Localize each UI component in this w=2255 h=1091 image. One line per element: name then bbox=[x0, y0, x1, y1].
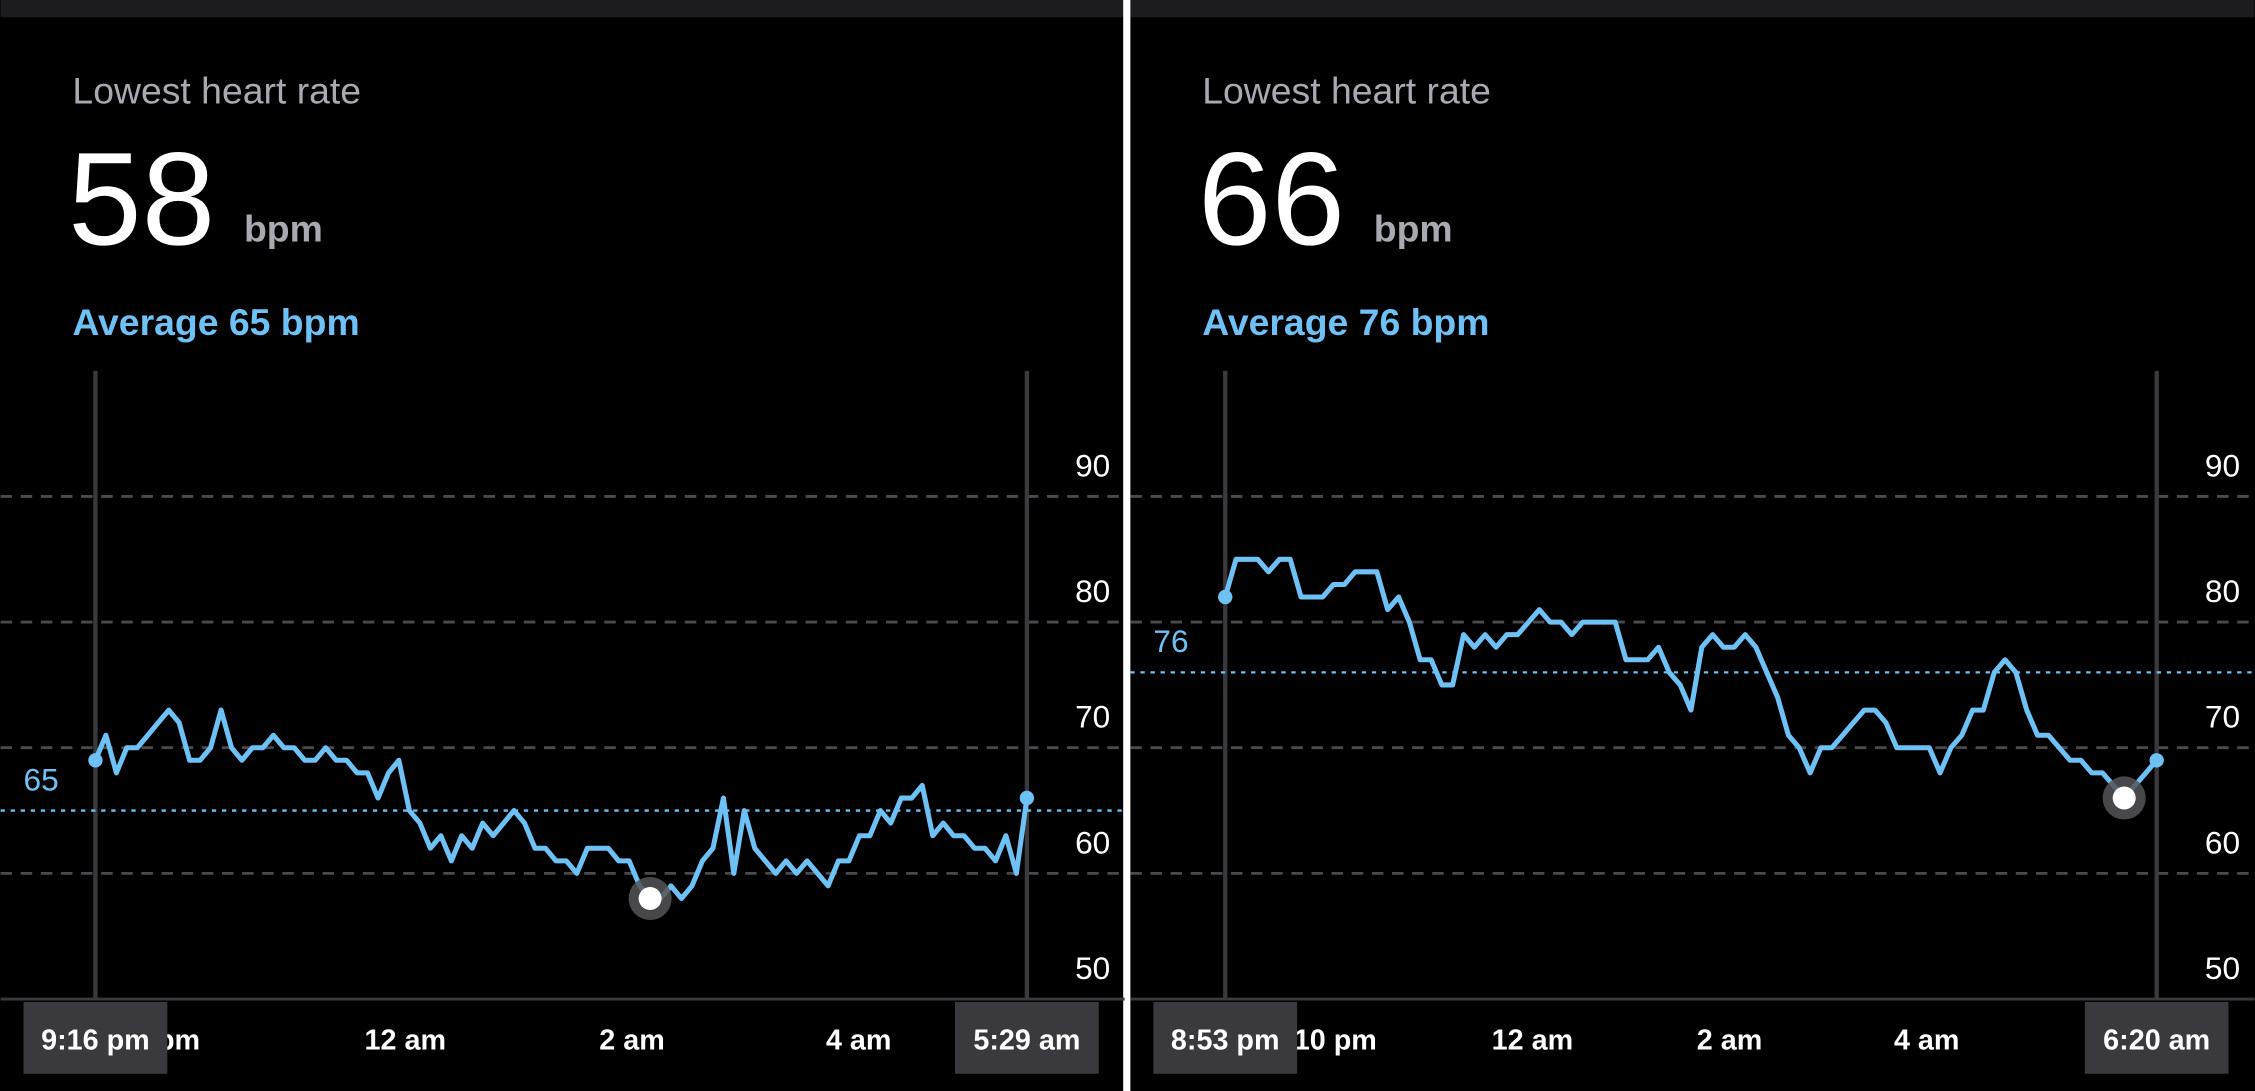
y-tick-label: 90 bbox=[1075, 447, 1110, 483]
x-tick-label: 4 am bbox=[1894, 1024, 1959, 1056]
average-label: 65 bbox=[24, 761, 59, 797]
lowest-marker bbox=[2112, 786, 2136, 810]
start-point bbox=[88, 753, 103, 768]
y-tick-label: 50 bbox=[1075, 950, 1110, 986]
x-tick-label: 2 am bbox=[1697, 1024, 1762, 1056]
lowest-marker bbox=[638, 887, 662, 911]
chart-panel: Lowest heart rate 66 bpm Average 76 bpm 50 60… bbox=[1130, 69, 2255, 1074]
x-tick-label: 9:16 pm bbox=[41, 1024, 150, 1056]
unit: bpm bbox=[244, 207, 323, 249]
x-tick-label: 8:53 pm bbox=[1171, 1024, 1280, 1056]
lowest-value: 58 bbox=[68, 125, 215, 273]
y-tick-label: 60 bbox=[1075, 824, 1110, 860]
heart-rate-line bbox=[93, 707, 1030, 902]
y-tick-label: 80 bbox=[2205, 573, 2240, 609]
end-point bbox=[2149, 753, 2164, 768]
y-tick-label: 70 bbox=[2205, 699, 2240, 735]
divider bbox=[1123, 0, 1131, 1091]
lowest-value: 66 bbox=[1198, 125, 1345, 273]
chart-panel: Lowest heart rate 58 bpm Average 65 bpm 50 60… bbox=[0, 69, 1125, 1074]
average-label: 76 bbox=[1153, 623, 1188, 659]
unit: bpm bbox=[1374, 207, 1453, 249]
y-tick-label: 80 bbox=[1075, 573, 1110, 609]
range-label-box bbox=[2084, 1001, 2229, 1074]
x-tick-label: 2 am bbox=[599, 1024, 665, 1056]
heart-rate-line bbox=[1222, 556, 2159, 801]
x-tick-label: 6:20 am bbox=[2103, 1024, 2210, 1056]
end-point bbox=[1019, 790, 1035, 806]
title: Lowest heart rate bbox=[1202, 69, 1491, 111]
subtitle: Average 65 bpm bbox=[72, 301, 359, 343]
x-tick-label: 4 am bbox=[826, 1024, 891, 1056]
start-point bbox=[1218, 589, 1233, 605]
range-label-box bbox=[23, 1001, 168, 1074]
range-label-box bbox=[1153, 1001, 1298, 1074]
y-tick-label: 90 bbox=[2205, 447, 2240, 483]
subtitle: Average 76 bpm bbox=[1202, 301, 1489, 343]
x-tick-label: 12 am bbox=[365, 1024, 446, 1056]
x-tick-label: 12 am bbox=[1492, 1024, 1573, 1056]
range-label-box bbox=[955, 1001, 1099, 1074]
title: Lowest heart rate bbox=[72, 69, 361, 111]
y-tick-label: 70 bbox=[1075, 699, 1110, 735]
x-tick-label: 10 pm bbox=[1294, 1024, 1377, 1056]
y-tick-label: 50 bbox=[2205, 950, 2240, 986]
x-tick-label: 5:29 am bbox=[973, 1024, 1080, 1056]
y-tick-label: 60 bbox=[2205, 824, 2240, 860]
